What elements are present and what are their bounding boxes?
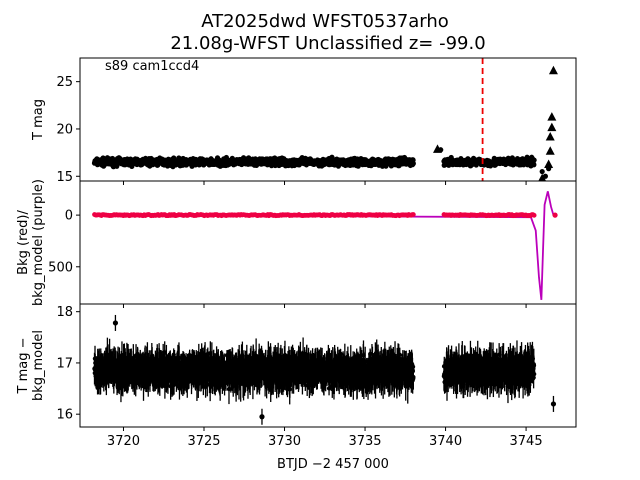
y-tick-label-bottom: 17 (56, 356, 73, 371)
upper-limit-marker (545, 132, 555, 141)
y-tick-label-top: 15 (56, 170, 73, 185)
panel-annotation: s89 cam1ccd4 (105, 59, 199, 74)
y-axis-label-bottom: T mag − (16, 338, 31, 395)
upper-limit-marker (433, 144, 443, 153)
bkg-point (531, 212, 537, 218)
plot-area-bottom (92, 314, 557, 425)
chart-title-line1: AT2025dwd WFST0537arho (201, 11, 449, 32)
panel-top: 15 20 25 T mag s89 cam1ccd4 (31, 57, 577, 185)
y-axis-label-middle: Bkg (red)/ (16, 210, 31, 275)
plot-area-top (91, 58, 558, 181)
y-axis-label-middle: bkg_model (purple) (31, 179, 46, 306)
panel-middle: 0 500 Bkg (red)/bkg_model (purple) (16, 179, 577, 308)
upper-limit-marker (538, 173, 547, 181)
bkg-model-line (94, 191, 555, 300)
data-point (410, 160, 416, 167)
y-axis-label-bottom: bkg_model (31, 330, 46, 401)
y-tick-label-middle: 500 (48, 260, 73, 275)
y-tick-label-middle: 0 (65, 209, 73, 224)
upper-limit-marker (545, 146, 555, 155)
y-tick-label-top: 25 (56, 75, 73, 90)
upper-limit-marker (548, 65, 558, 75)
data-point (539, 168, 545, 175)
upper-limit-marker (544, 159, 554, 168)
data-point (531, 157, 537, 163)
y-tick-label-bottom: 18 (56, 305, 73, 320)
y-tick-label-bottom: 16 (56, 408, 73, 423)
panel-frame-middle (79, 180, 577, 305)
bkg-point (410, 212, 416, 217)
data-point (531, 162, 537, 168)
plot-area-middle (92, 191, 558, 300)
y-tick-label-top: 20 (56, 122, 73, 137)
y-axis-label-top: T mag (31, 99, 46, 141)
bkg-point (552, 212, 558, 218)
upper-limit-marker (547, 122, 557, 132)
upper-limit-marker (547, 112, 557, 121)
chart-title-line2: 21.08g-WFST Unclassified z= -99.0 (170, 33, 485, 54)
